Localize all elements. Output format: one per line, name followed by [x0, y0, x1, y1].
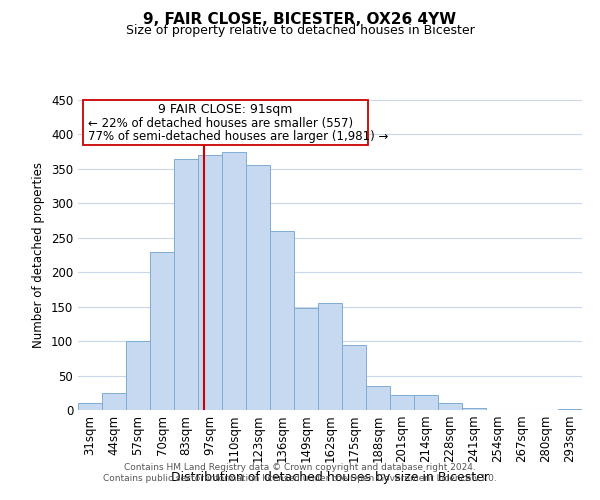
- Text: Contains public sector information licensed under the Open Government Licence v3: Contains public sector information licen…: [103, 474, 497, 483]
- Bar: [270, 231, 294, 410]
- Bar: [342, 344, 366, 410]
- Bar: [414, 395, 438, 410]
- Bar: [78, 403, 102, 410]
- Text: 9, FAIR CLOSE, BICESTER, OX26 4YW: 9, FAIR CLOSE, BICESTER, OX26 4YW: [143, 12, 457, 28]
- Text: ← 22% of detached houses are smaller (557): ← 22% of detached houses are smaller (55…: [88, 117, 353, 130]
- Bar: [246, 166, 270, 410]
- Bar: [198, 155, 222, 410]
- Bar: [390, 395, 414, 410]
- Bar: [462, 408, 486, 410]
- Bar: [150, 252, 174, 410]
- Bar: [222, 152, 246, 410]
- Text: Contains HM Land Registry data © Crown copyright and database right 2024.: Contains HM Land Registry data © Crown c…: [124, 462, 476, 471]
- Bar: [558, 408, 582, 410]
- Bar: [126, 341, 150, 410]
- Bar: [366, 386, 390, 410]
- Bar: [294, 308, 318, 410]
- Text: Size of property relative to detached houses in Bicester: Size of property relative to detached ho…: [125, 24, 475, 37]
- Bar: [174, 158, 198, 410]
- FancyBboxPatch shape: [83, 100, 368, 145]
- X-axis label: Distribution of detached houses by size in Bicester: Distribution of detached houses by size …: [171, 471, 489, 484]
- Text: 77% of semi-detached houses are larger (1,981) →: 77% of semi-detached houses are larger (…: [88, 130, 388, 143]
- Bar: [102, 393, 126, 410]
- Y-axis label: Number of detached properties: Number of detached properties: [32, 162, 46, 348]
- Text: 9 FAIR CLOSE: 91sqm: 9 FAIR CLOSE: 91sqm: [158, 103, 293, 116]
- Bar: [438, 403, 462, 410]
- Bar: [318, 303, 342, 410]
